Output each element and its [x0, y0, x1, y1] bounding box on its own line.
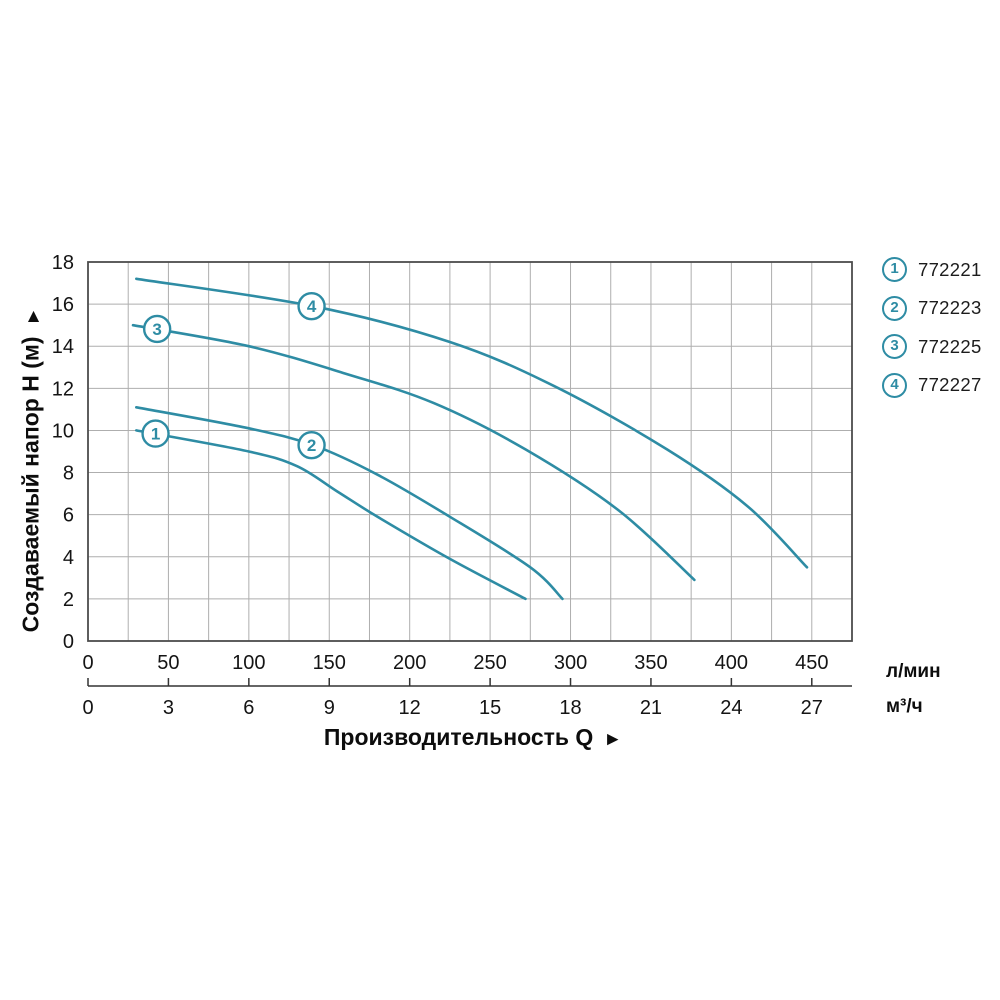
unit-label-liters-per-minute: л/мин [886, 661, 941, 682]
x-axis-title: Производительность Q ► [324, 724, 622, 751]
y-tick-label: 6 [63, 505, 74, 527]
x-tick-label-lmin: 350 [634, 652, 667, 674]
x-tick-label-m3h: 24 [720, 697, 742, 719]
curve-marker-circle-2 [297, 430, 326, 460]
x-tick-label-m3h: 21 [640, 697, 662, 719]
x-tick-label-m3h: 27 [801, 697, 823, 719]
x-tick-label-lmin: 100 [232, 652, 265, 674]
legend-circle-number-1: 1 [882, 257, 907, 282]
x-tick-label-lmin: 200 [393, 652, 426, 674]
x-axis-title-text: Производительность Q [323, 724, 594, 750]
x-tick-label-lmin: 450 [795, 652, 828, 674]
y-tick-label: 14 [52, 336, 74, 358]
legend-item-772225: 3 772225 [882, 334, 982, 359]
x-axis-right-arrow-icon: ► [603, 729, 623, 750]
x-tick-label-m3h: 6 [243, 697, 254, 719]
x-tick-label-m3h: 9 [324, 697, 335, 719]
x-tick-label-lmin: 0 [82, 652, 93, 674]
x-tick-label-m3h: 18 [559, 697, 581, 719]
x-tick-label-m3h: 3 [163, 697, 174, 719]
y-tick-label: 16 [52, 294, 74, 316]
x-tick-label-lmin: 300 [554, 652, 587, 674]
curve-marker-circle-1 [141, 419, 170, 448]
y-tick-label: 0 [63, 631, 74, 653]
curve-772223 [135, 406, 564, 601]
unit-label-cubic-meters-per-hour: м³/ч [886, 696, 923, 717]
legend-item-772227: 4 772227 [882, 372, 982, 398]
curve-marker-number-1: 1 [151, 425, 160, 444]
y-tick-label: 10 [52, 420, 74, 442]
curve-marker-circle-3 [142, 314, 172, 344]
curve-marker-circle-4 [297, 292, 326, 321]
legend-item-772221: 1 772221 [882, 257, 982, 282]
legend-model-label: 772223 [918, 297, 982, 318]
legend-model-label: 772227 [918, 374, 982, 395]
x-tick-label-lmin: 400 [715, 652, 748, 674]
legend: 1 772221 2 772223 3 772225 4 772227 [882, 257, 982, 411]
legend-model-label: 772221 [918, 258, 982, 280]
x-tick-label-lmin: 250 [473, 652, 506, 674]
x-tick-label-m3h: 12 [399, 697, 421, 719]
legend-circle-number-3: 3 [882, 334, 907, 359]
x-tick-label-lmin: 50 [157, 652, 179, 674]
curve-772227 [135, 277, 809, 569]
y-axis-title: Создаваемый напор H (м) ▲ [17, 306, 45, 633]
y-tick-label: 12 [52, 378, 74, 400]
legend-item-772223: 2 772223 [882, 295, 982, 321]
curve-marker-number-3: 3 [152, 320, 161, 339]
curve-772225 [131, 323, 696, 582]
x-tick-label-m3h: 15 [479, 697, 501, 719]
y-tick-label: 18 [52, 252, 74, 274]
y-tick-label: 8 [63, 463, 74, 485]
y-tick-label: 2 [63, 589, 74, 611]
x-tick-label-lmin: 150 [313, 652, 346, 674]
legend-model-label: 772225 [918, 335, 982, 357]
curve-marker-number-4: 4 [307, 297, 317, 316]
y-axis-title-text: Создаваемый напор H (м) [17, 336, 44, 633]
legend-circle-number-4: 4 [882, 372, 907, 398]
y-axis-up-arrow-icon: ▲ [24, 306, 43, 328]
legend-circle-number-2: 2 [882, 295, 907, 321]
y-tick-label: 4 [63, 547, 74, 569]
plot-border [87, 261, 853, 642]
curve-marker-number-2: 2 [307, 436, 316, 455]
x-tick-label-m3h: 0 [82, 697, 93, 719]
curve-772221 [135, 429, 527, 601]
